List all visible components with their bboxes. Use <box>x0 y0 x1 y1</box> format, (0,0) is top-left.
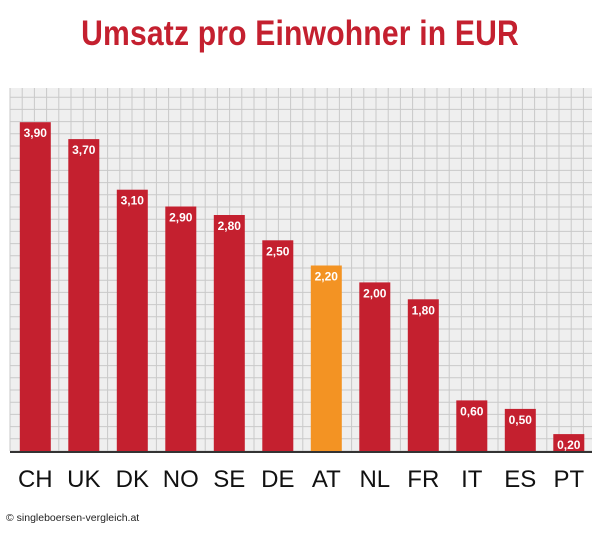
value-label-se: 2,80 <box>218 219 242 233</box>
value-label-at: 2,20 <box>315 270 339 284</box>
tick-label-fr: FR <box>407 466 439 493</box>
tick-label-at: AT <box>312 466 341 493</box>
bar-pt <box>553 434 585 451</box>
bar-at <box>310 265 342 451</box>
copyright-notice: © singleboersen-vergleich.at <box>6 512 140 524</box>
tick-label-uk: UK <box>67 466 100 493</box>
value-label-it: 0,60 <box>460 404 484 418</box>
tick-label-dk: DK <box>116 466 149 493</box>
bar-se <box>213 215 245 451</box>
bar-es <box>504 408 536 451</box>
tick-label-de: DE <box>261 466 294 493</box>
tick-label-se: SE <box>213 466 245 493</box>
tick-label-es: ES <box>504 466 536 493</box>
bar-fr <box>407 299 439 451</box>
value-label-pt: 0,20 <box>557 438 581 452</box>
bar-nl <box>359 282 391 451</box>
value-label-no: 2,90 <box>169 211 193 225</box>
bar-ch <box>19 122 51 451</box>
bar-it <box>456 400 488 451</box>
value-label-dk: 3,10 <box>121 194 145 208</box>
chart-title: Umsatz pro Einwohner in EUR <box>81 14 519 53</box>
value-label-fr: 1,80 <box>412 303 436 317</box>
tick-label-nl: NL <box>359 466 390 493</box>
tick-label-ch: CH <box>18 466 53 493</box>
bar-dk <box>116 189 148 451</box>
bar-no <box>165 206 197 451</box>
bar-de <box>262 240 294 452</box>
value-label-es: 0,50 <box>509 413 533 427</box>
value-label-de: 2,50 <box>266 244 290 258</box>
tick-label-pt: PT <box>553 466 584 493</box>
bar-uk <box>68 139 100 451</box>
tick-label-it: IT <box>461 466 483 493</box>
value-label-nl: 2,00 <box>363 286 387 300</box>
value-label-ch: 3,90 <box>24 126 48 140</box>
tick-label-no: NO <box>163 466 199 493</box>
value-label-uk: 3,70 <box>72 143 96 157</box>
